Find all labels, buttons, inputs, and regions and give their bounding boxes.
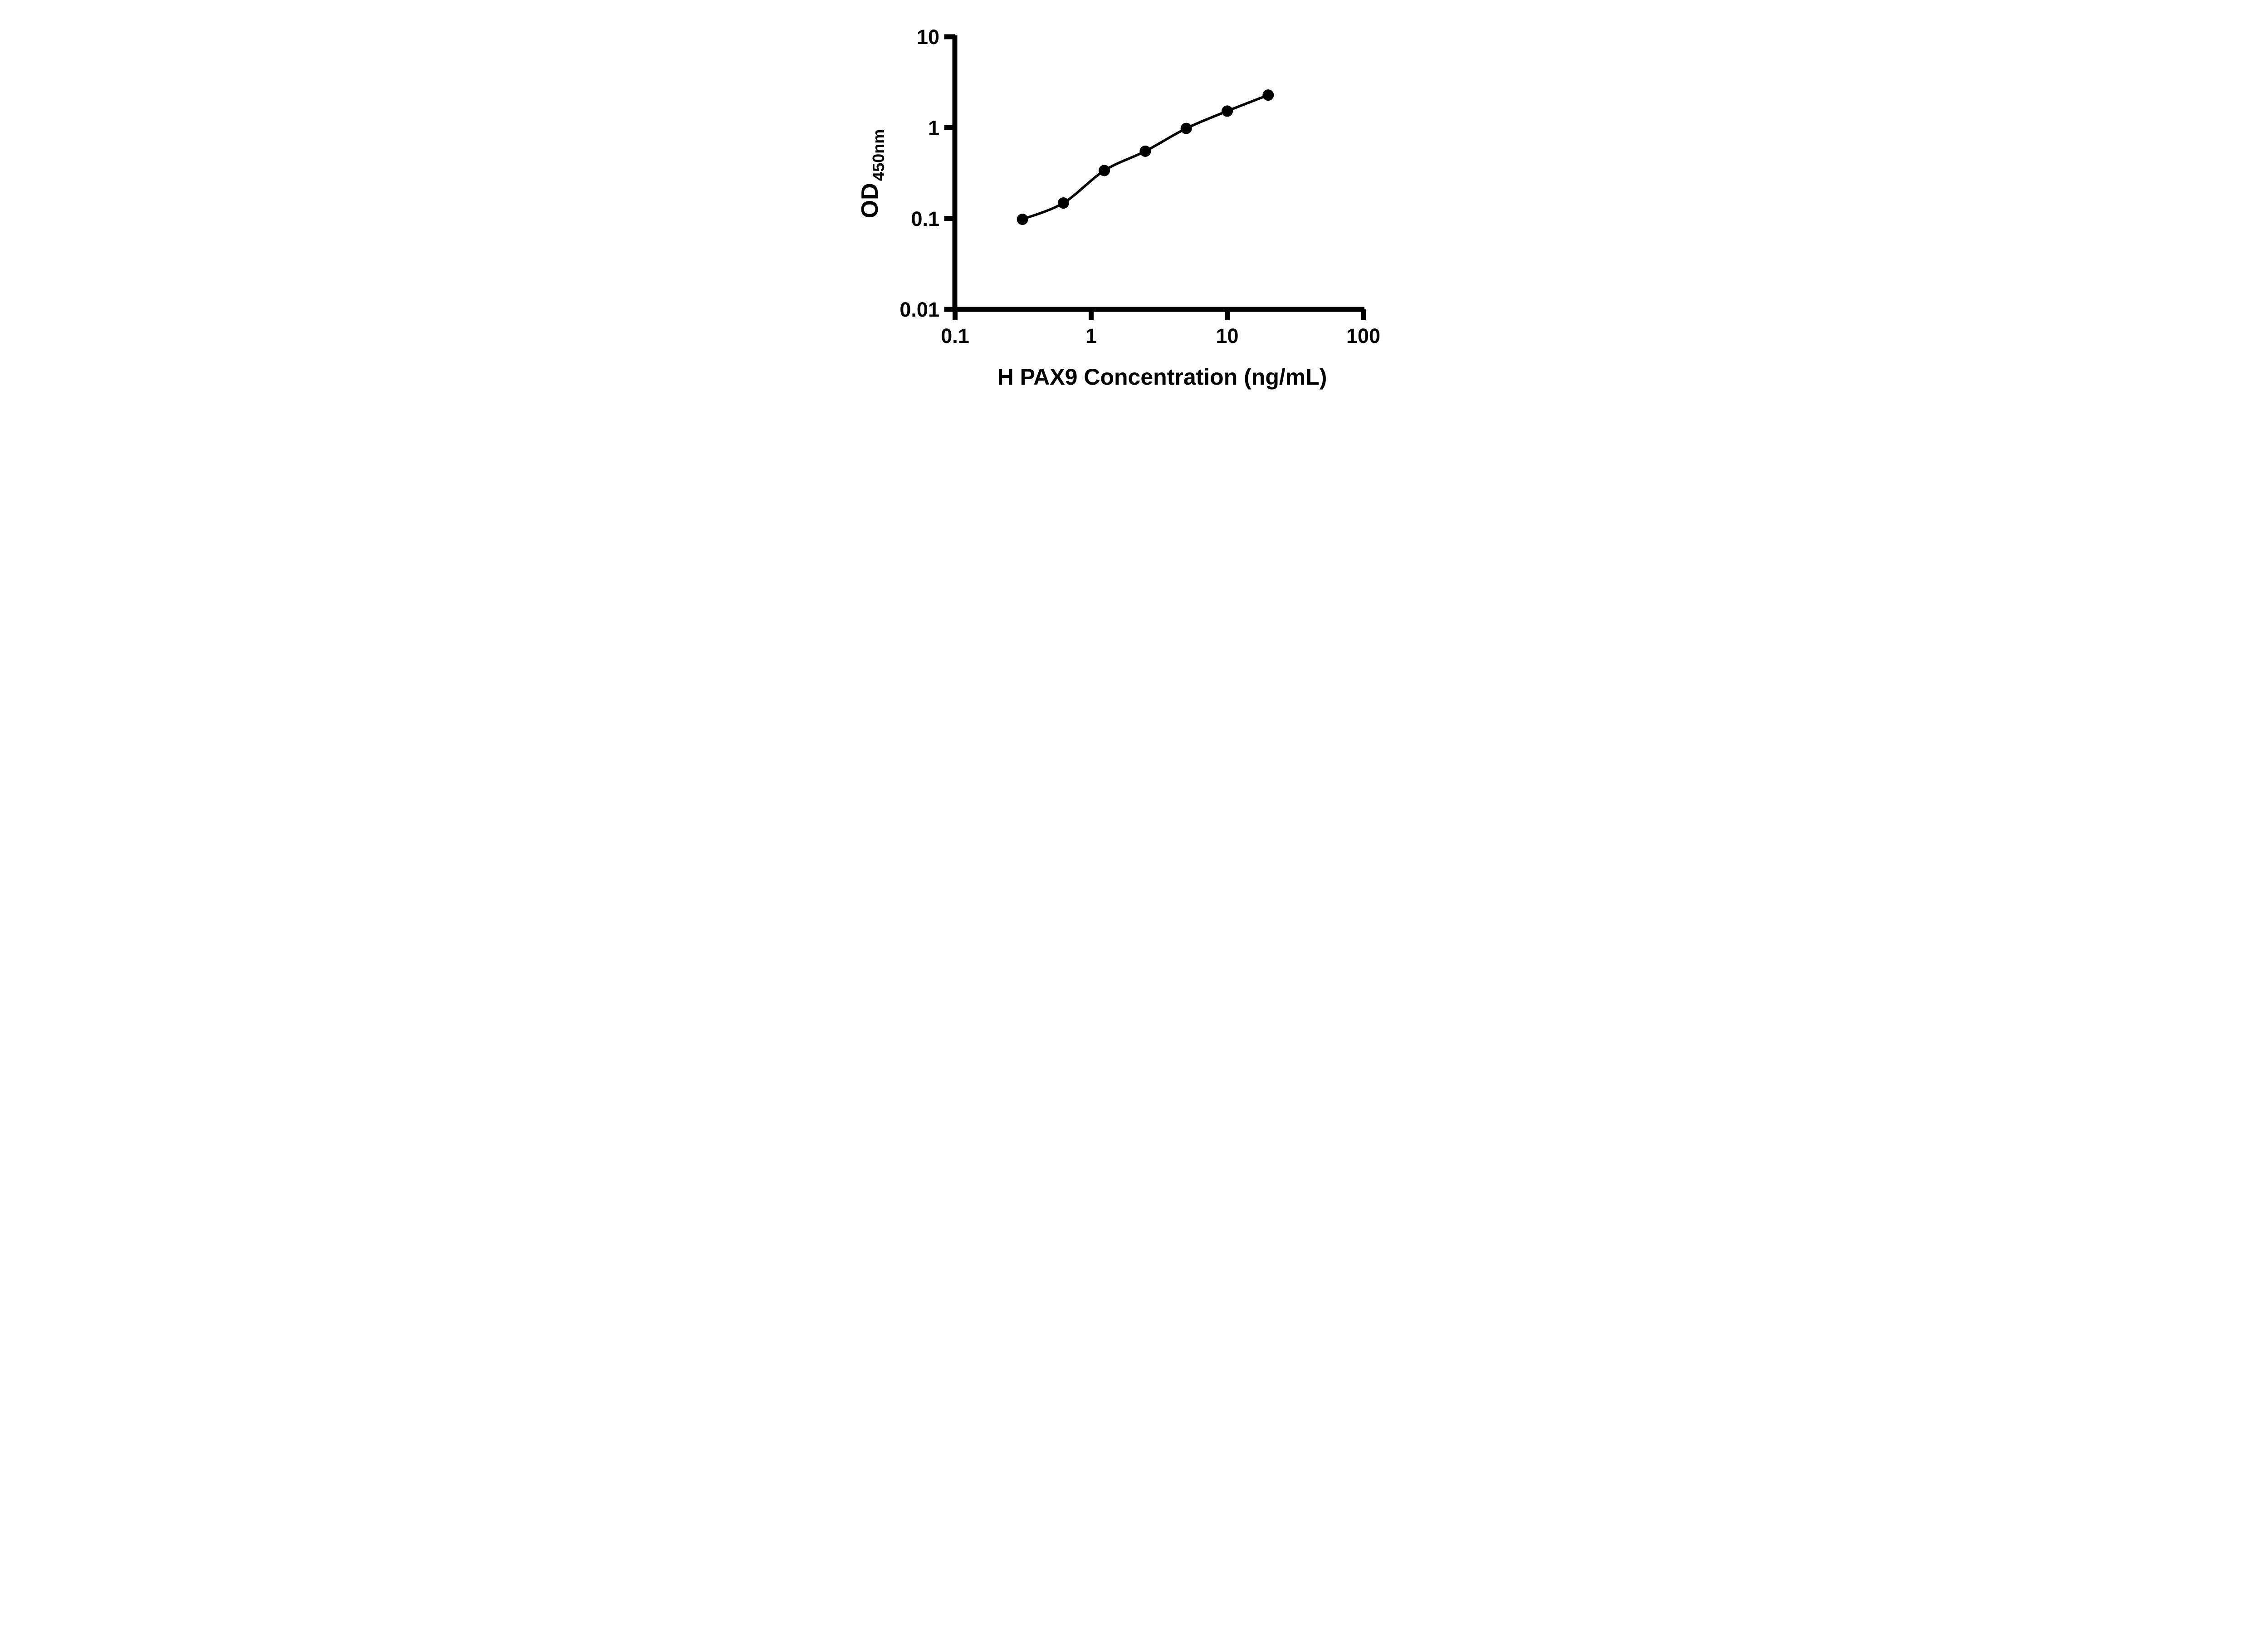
data-point: [1180, 122, 1192, 134]
data-point: [1099, 165, 1110, 176]
y-axis-title-subscript: 450nm: [869, 129, 888, 181]
y-tick-label: 10: [917, 25, 939, 49]
elisa-standard-curve-figure: 0.01 0.1 1 10 0.1 1 10 100 H PAX9 Concentratio…: [842, 0, 1426, 411]
x-axis-title: H PAX9 Concentration (ng/mL): [997, 364, 1327, 390]
y-axis-title-main: OD: [857, 183, 883, 218]
data-point: [1017, 213, 1028, 225]
data-point: [1262, 89, 1274, 101]
y-tick-group: 0.01 0.1 1 10: [899, 25, 955, 321]
data-point: [1222, 105, 1233, 117]
y-tick-label: 0.1: [911, 207, 939, 230]
plot-background: [842, 0, 1426, 408]
data-point: [1057, 197, 1069, 209]
x-tick-label: 100: [1346, 324, 1380, 347]
data-point: [1139, 145, 1151, 157]
x-tick-group: 0.1 1 10 100: [941, 309, 1380, 347]
y-tick-label: 0.01: [899, 298, 939, 321]
x-tick-label: 10: [1216, 324, 1238, 347]
x-tick-label: 1: [1085, 324, 1097, 347]
x-tick-label: 0.1: [941, 324, 969, 347]
y-axis-title: OD 450nm: [857, 129, 888, 219]
data-curve-group: [1017, 89, 1274, 225]
y-tick-label: 1: [928, 117, 939, 140]
